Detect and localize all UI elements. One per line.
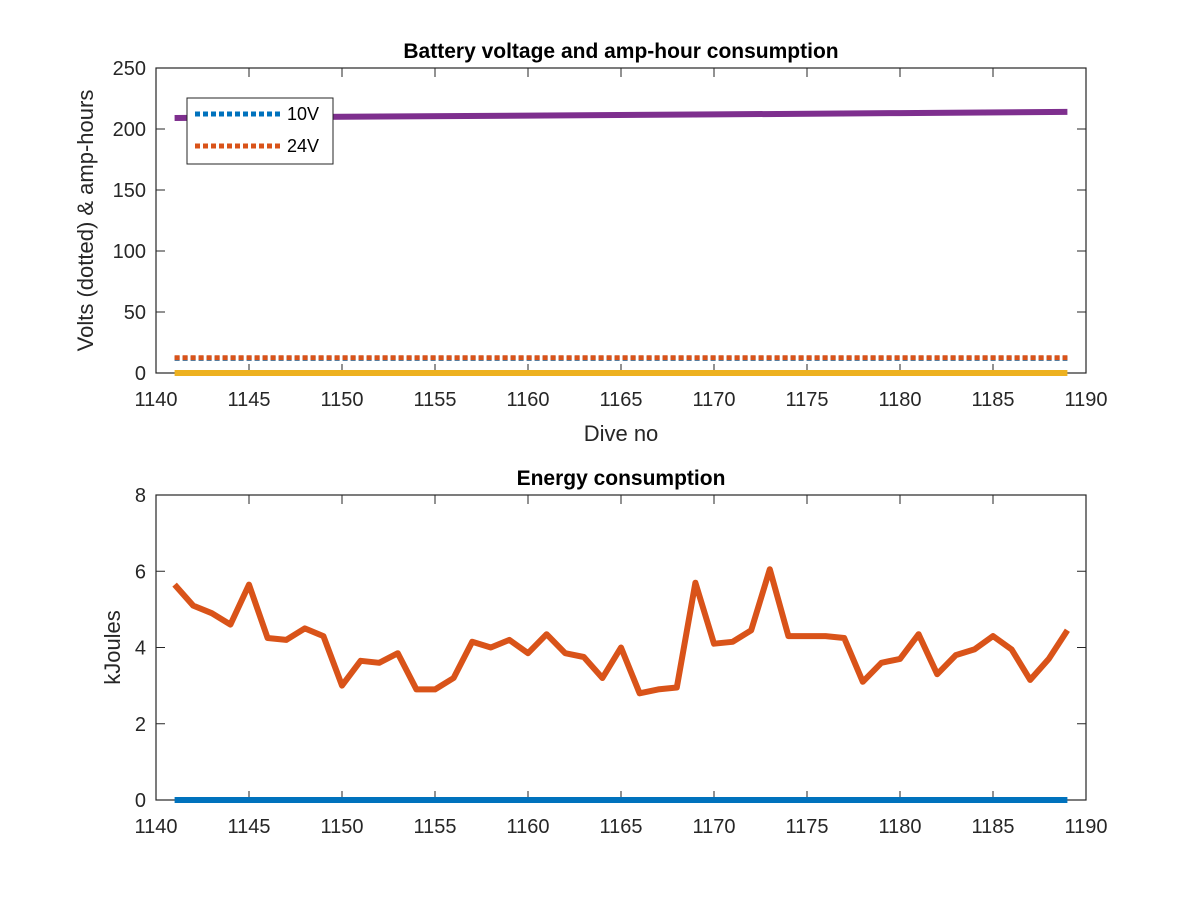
voltage-x-tick-label: 1155 [413, 389, 456, 411]
energy-x-tick-label: 1155 [413, 816, 456, 838]
energy-x-tick-label: 1165 [599, 816, 642, 838]
energy-y-tick-label: 6 [135, 561, 146, 583]
energy-x-tick-label: 1145 [227, 816, 270, 838]
energy-x-tick-label: 1150 [320, 816, 363, 838]
energy-series-line-1 [172, 566, 1070, 697]
voltage-x-tick-label: 1185 [971, 389, 1014, 411]
energy-y-axis-label: kJoules [100, 610, 125, 685]
legend-label-10v: 10V [287, 104, 319, 124]
voltage-axes: Battery voltage and amp-hour consumption… [73, 40, 1108, 446]
voltage-x-tick-label: 1165 [599, 389, 642, 411]
voltage-chart-title: Battery voltage and amp-hour consumption [403, 40, 838, 63]
voltage-x-tick-label: 1160 [506, 389, 549, 411]
voltage-x-tick-label: 1150 [320, 389, 363, 411]
legend-box [186, 97, 334, 165]
voltage-legend: 10V 24V [186, 97, 334, 165]
voltage-y-tick-label: 250 [113, 58, 146, 80]
voltage-x-tick-label: 1145 [227, 389, 270, 411]
energy-x-tick-label: 1170 [692, 816, 735, 838]
voltage-x-axis-label: Dive no [584, 421, 659, 446]
voltage-y-tick-label: 150 [113, 180, 146, 202]
energy-chart-title: Energy consumption [517, 467, 726, 490]
energy-axes: Energy consumption kJoules 1140 1145 1150 1… [100, 467, 1108, 838]
energy-x-tick-label: 1175 [785, 816, 828, 838]
energy-y-tick-label: 8 [135, 485, 146, 507]
voltage-y-tick-label: 50 [124, 302, 146, 324]
voltage-y-tick-label: 100 [113, 241, 146, 263]
energy-series [172, 566, 1070, 803]
energy-x-tick-label: 1140 [134, 816, 177, 838]
voltage-x-tick-label: 1140 [134, 389, 177, 411]
legend-label-24v: 24V [287, 136, 319, 156]
energy-x-tick-label: 1160 [506, 816, 549, 838]
voltage-ticks: 1140 1145 1150 1155 1160 1165 1170 1175 1180 1185… [113, 58, 1108, 411]
energy-x-tick-label: 1190 [1064, 816, 1107, 838]
voltage-x-tick-label: 1190 [1064, 389, 1107, 411]
energy-x-tick-label: 1185 [971, 816, 1014, 838]
energy-y-tick-label: 4 [135, 638, 146, 660]
voltage-x-tick-label: 1170 [692, 389, 735, 411]
voltage-y-axis-label: Volts (dotted) & amp-hours [73, 90, 98, 352]
energy-ticks: 1140 1145 1150 1155 1160 1165 1170 1175 1180 1185… [134, 485, 1107, 838]
voltage-x-tick-label: 1175 [785, 389, 828, 411]
voltage-x-tick-label: 1180 [878, 389, 921, 411]
energy-x-tick-label: 1180 [878, 816, 921, 838]
voltage-y-tick-label: 200 [113, 119, 146, 141]
energy-y-tick-label: 0 [135, 790, 146, 812]
energy-y-tick-label: 2 [135, 714, 146, 736]
voltage-y-tick-label: 0 [135, 363, 146, 385]
